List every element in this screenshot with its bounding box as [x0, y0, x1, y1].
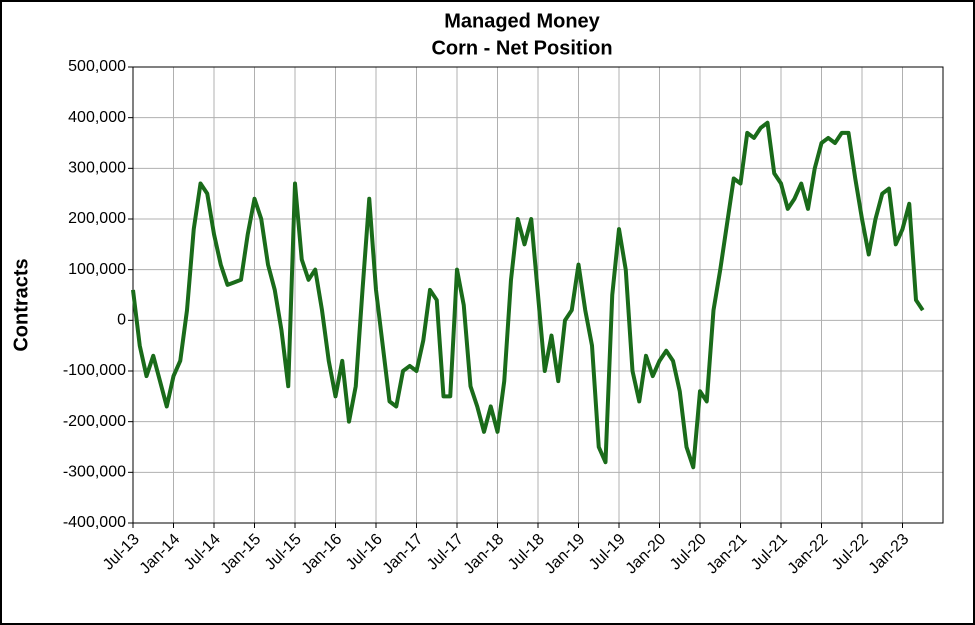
y-tick-label: -200,000: [63, 413, 126, 430]
data-line: [131, 120, 925, 470]
y-tick-label: 200,000: [68, 210, 126, 227]
y-tick-label: -100,000: [63, 362, 126, 379]
chart-title: Managed Money: [444, 10, 600, 32]
y-tick-label: 100,000: [68, 261, 126, 278]
y-tick-label: 400,000: [68, 109, 126, 126]
y-axis-title: Contracts: [10, 258, 32, 351]
y-tick-label: -400,000: [63, 514, 126, 531]
y-tick-label: -300,000: [63, 464, 126, 481]
y-tick-label: 500,000: [68, 58, 126, 75]
y-tick-label: 300,000: [68, 160, 126, 177]
y-tick-label: 0: [117, 312, 126, 329]
chart-subtitle: Corn - Net Position: [431, 37, 612, 59]
